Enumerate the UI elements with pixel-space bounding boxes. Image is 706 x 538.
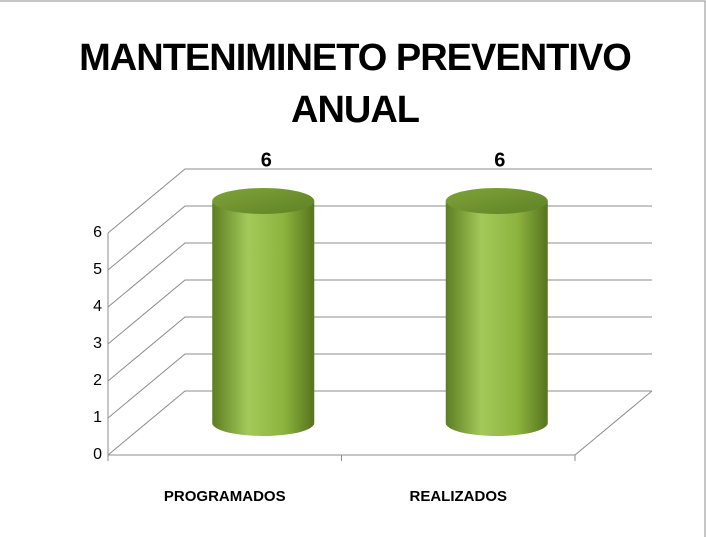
bar-top (445, 188, 548, 214)
chart-title: MANTENIMINETO PREVENTIVO ANUAL (79, 37, 632, 131)
bar (445, 188, 548, 437)
grid-line (107, 279, 652, 345)
y-tick-label: 5 (93, 261, 102, 278)
y-tick-label: 2 (93, 372, 102, 389)
bar (212, 188, 315, 437)
grid-line (107, 242, 652, 308)
grid-line (107, 205, 652, 271)
bar-top (212, 188, 315, 214)
grid-line (107, 168, 652, 234)
grid-line (107, 353, 652, 419)
data-label: 6 (494, 149, 505, 171)
y-tick-label: 1 (93, 409, 102, 426)
bar-body (212, 201, 315, 437)
grid-line (107, 390, 652, 456)
data-label: 6 (261, 149, 272, 171)
y-tick-label: 0 (93, 446, 102, 463)
y-tick-label: 3 (93, 335, 102, 352)
x-tick-label: PROGRAMADOS (164, 488, 286, 505)
floor (108, 390, 653, 456)
y-tick-label: 6 (93, 224, 102, 241)
grid-line (107, 316, 652, 382)
y-tick-label: 4 (93, 298, 102, 315)
x-tick-label: REALIZADOS (410, 488, 508, 505)
bar-body (445, 201, 548, 437)
